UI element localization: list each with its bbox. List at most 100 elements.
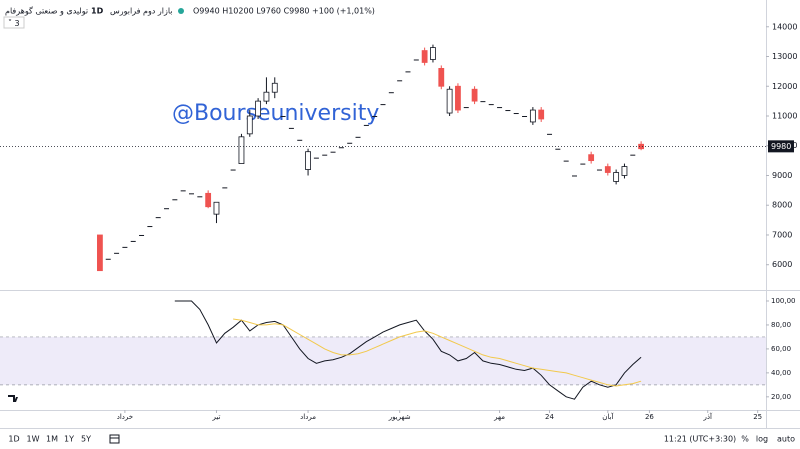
symbol-name: توليدى و صنعتى گوهرفام: [5, 6, 88, 16]
candle-body: [497, 107, 503, 109]
candle-body: [563, 160, 569, 162]
candle-body: [197, 196, 203, 198]
candle-body: [255, 100, 262, 117]
interval[interactable]: 1D: [91, 7, 104, 16]
last-price-box: [768, 140, 794, 153]
candle-body: [280, 116, 286, 117]
candle-body: [455, 85, 461, 111]
candle-body: [505, 110, 511, 112]
candle-body: [522, 116, 528, 117]
last-price-label: 9980: [771, 142, 791, 151]
y-tick-label: 80,00: [771, 321, 791, 329]
candle-body: [238, 136, 245, 164]
candle-body: [330, 151, 336, 153]
candle-body: [488, 104, 494, 106]
candle-body: [122, 246, 128, 248]
candle-body: [513, 113, 519, 115]
candle-body: [580, 163, 586, 165]
candle-body: [230, 169, 236, 171]
y-tick-label: 8000: [772, 201, 792, 210]
ohlc: O9940 H10200 L9760 C9980 +100 (+1,01%): [193, 7, 375, 16]
candle-body: [355, 136, 361, 138]
candle-body: [139, 234, 145, 236]
range-button[interactable]: 1M: [46, 435, 58, 444]
x-tick-label: آذر: [702, 412, 712, 421]
y-tick-label: 14000: [772, 22, 797, 31]
candle-body: [630, 154, 636, 156]
x-tick-label: 25: [753, 413, 762, 421]
candle-body: [463, 107, 469, 109]
percent-button[interactable]: %: [741, 435, 749, 444]
candle-body: [213, 201, 220, 215]
candle-body: [347, 142, 353, 144]
candle-body: [380, 104, 386, 106]
y-tick-label: 40,00: [771, 369, 791, 377]
candle-body: [263, 91, 270, 102]
candle-body: [246, 115, 253, 135]
candle-body: [538, 109, 545, 120]
calendar-icon[interactable]: [109, 434, 120, 444]
band-fill: [0, 336, 766, 385]
x-tick-label: مهر: [493, 413, 505, 421]
tv-logo: [8, 395, 18, 402]
candle-body: [555, 148, 561, 150]
candle-body: [313, 157, 319, 159]
candle-body: [338, 147, 344, 149]
range-button[interactable]: 5Y: [81, 435, 91, 444]
y-tick-label: 100,00: [771, 297, 796, 305]
candle-body: [480, 101, 486, 103]
x-tick-label: 26: [645, 413, 654, 421]
candle-body: [130, 240, 136, 242]
auto-button[interactable]: auto: [777, 435, 795, 444]
candle-body: [604, 166, 611, 173]
candle-body: [413, 59, 419, 61]
candle-body: [305, 151, 311, 170]
candle-body: [529, 109, 536, 123]
candle-body: [105, 258, 111, 260]
candle-body: [596, 169, 602, 171]
candle-body: [271, 82, 278, 93]
x-tick-label: مرداد: [300, 413, 316, 421]
candle-body: [155, 217, 161, 219]
candle-body: [438, 68, 445, 87]
candle-body: [588, 154, 595, 162]
candle-body: [172, 199, 178, 201]
status-dot: [178, 8, 184, 14]
range-button[interactable]: 1Y: [64, 435, 74, 444]
candle-body: [421, 50, 428, 63]
y-tick-label: 13000: [772, 52, 797, 61]
indicator-count[interactable]: ˅ 3: [8, 19, 20, 28]
candle-body: [372, 116, 378, 117]
range-button[interactable]: 1W: [27, 435, 40, 444]
y-tick-label: 9000: [772, 171, 792, 180]
y-tick-label: 12000: [772, 82, 797, 91]
candle-body: [471, 88, 478, 102]
candle-body: [405, 71, 411, 73]
x-tick-label: خرداد: [117, 413, 133, 421]
range-button[interactable]: 1D: [8, 435, 19, 444]
y-tick-label: 11000: [772, 112, 797, 121]
candle-body: [322, 154, 328, 156]
candle-body: [388, 92, 394, 94]
indicator-toggle[interactable]: [3, 16, 25, 29]
y-tick-label: 20,00: [771, 393, 791, 401]
x-tick-label: آبان: [602, 412, 614, 421]
candle-body: [297, 139, 303, 141]
candle-body: [97, 234, 103, 272]
candle-body: [189, 193, 194, 195]
candle-body: [222, 187, 228, 189]
y-tick-label: 6000: [772, 260, 792, 269]
candle-body: [613, 172, 620, 182]
x-tick-label: 24: [545, 413, 554, 421]
candle-body: [572, 175, 577, 177]
indicator-line: [174, 300, 642, 400]
indicator-line: [233, 318, 642, 387]
candle-body: [180, 190, 186, 192]
candle-body: [288, 127, 294, 129]
candle-body: [205, 192, 212, 208]
market: بازار دوم فرابورس: [110, 7, 173, 16]
candle-body: [638, 143, 645, 150]
log-button[interactable]: log: [756, 435, 768, 444]
candle-body: [164, 208, 170, 210]
